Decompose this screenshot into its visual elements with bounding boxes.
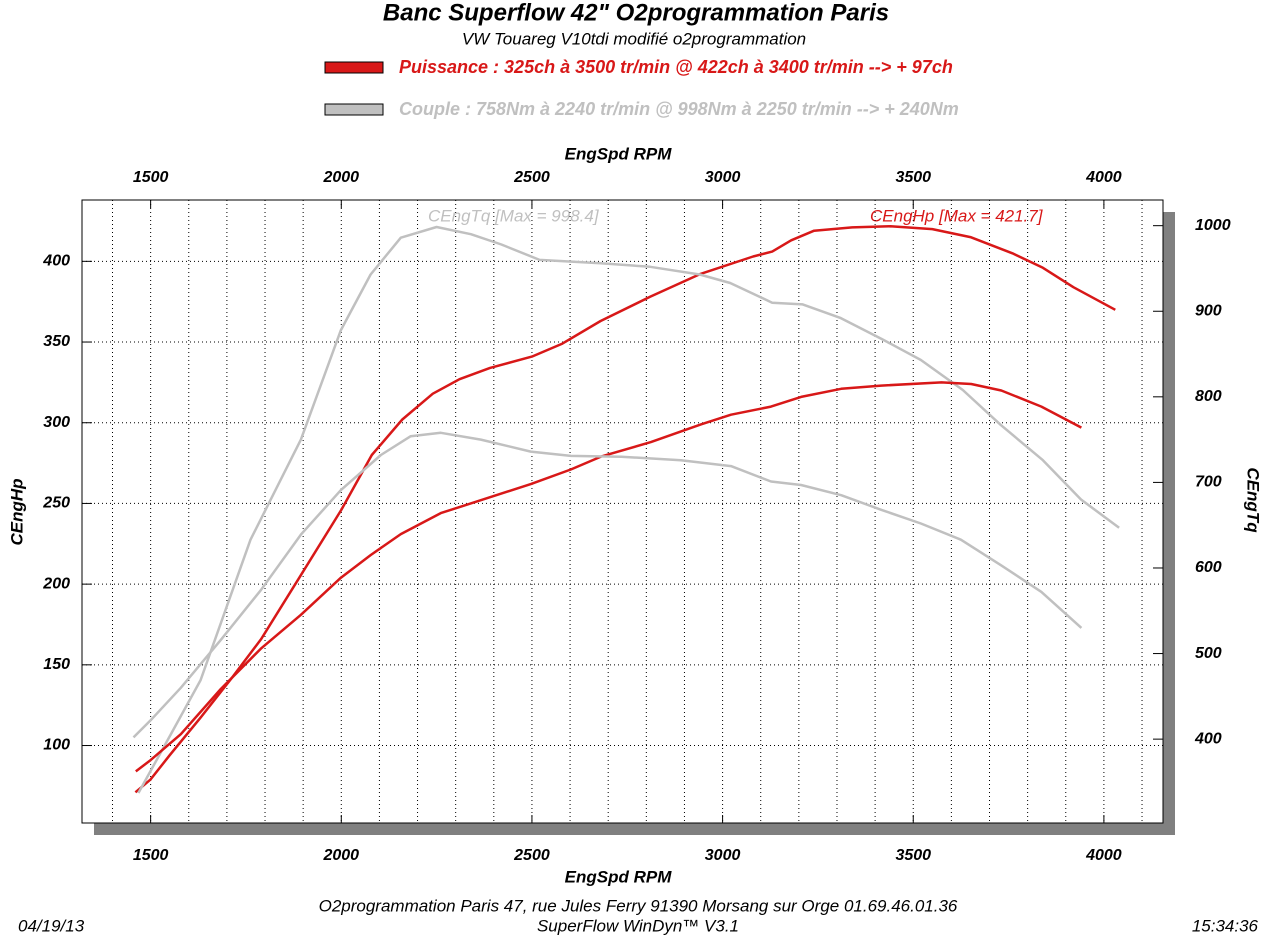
x-tick-label-top: 3500 [895, 169, 931, 186]
y2-tick-label: 400 [1194, 730, 1222, 747]
x-tick-label: 3500 [895, 847, 931, 864]
y2-tick-label: 800 [1195, 388, 1222, 405]
series-line [135, 381, 1082, 773]
y-tick-label: 400 [42, 253, 70, 270]
x-tick-label: 3000 [705, 847, 741, 864]
chart-subtitle: VW Touareg V10tdi modifié o2programmatio… [462, 29, 806, 48]
y-tick-label: 250 [42, 495, 70, 512]
x-tick-label: 2000 [322, 847, 359, 864]
x-tick-label-top: 2500 [513, 169, 550, 186]
x-tick-label: 1500 [133, 847, 169, 864]
y2-axis-title: CEngTq [1244, 467, 1263, 533]
y2-tick-label: 500 [1195, 645, 1222, 662]
legend-label: Puissance : 325ch à 3500 tr/min @ 422ch … [399, 57, 953, 77]
y-tick-label: 150 [43, 656, 70, 673]
x-axis-title: EngSpd RPM [565, 867, 673, 886]
annotation: CEngHp [Max = 421.7] [870, 206, 1044, 225]
chart-title: Banc Superflow 42" O2programmation Paris [383, 0, 889, 26]
footer-time: 15:34:36 [1192, 916, 1259, 935]
y2-tick-label: 1000 [1195, 217, 1231, 234]
series-line [132, 431, 1083, 739]
x-tick-label-top: 1500 [133, 169, 169, 186]
legend-swatch [324, 61, 384, 74]
y-tick-label: 100 [43, 737, 70, 754]
legend-swatch [324, 103, 384, 116]
y2-tick-label: 900 [1195, 302, 1222, 319]
y-tick-label: 300 [43, 414, 70, 431]
y-tick-label: 200 [42, 575, 70, 592]
x-tick-label-top: 4000 [1085, 169, 1122, 186]
y-tick-label: 350 [43, 333, 70, 350]
footer-software: SuperFlow WinDyn™ V3.1 [537, 916, 739, 935]
x-tick-label: 4000 [1085, 847, 1122, 864]
x-axis-title-top: EngSpd RPM [565, 144, 673, 163]
footer-address: O2programmation Paris 47, rue Jules Ferr… [319, 896, 958, 915]
x-tick-label: 2500 [513, 847, 550, 864]
x-tick-label-top: 3000 [705, 169, 741, 186]
y2-tick-label: 600 [1195, 559, 1222, 576]
series-line [134, 225, 1116, 794]
annotation: CEngTq [Max = 998.4] [428, 206, 600, 225]
legend-label: Couple : 758Nm à 2240 tr/min @ 998Nm à 2… [399, 99, 959, 119]
plot-area [81, 199, 1164, 824]
series-line [137, 225, 1120, 794]
x-tick-label-top: 2000 [322, 169, 359, 186]
footer-date: 04/19/13 [18, 916, 85, 935]
y2-tick-label: 700 [1195, 474, 1222, 491]
y-axis-title: CEngHp [7, 478, 26, 545]
